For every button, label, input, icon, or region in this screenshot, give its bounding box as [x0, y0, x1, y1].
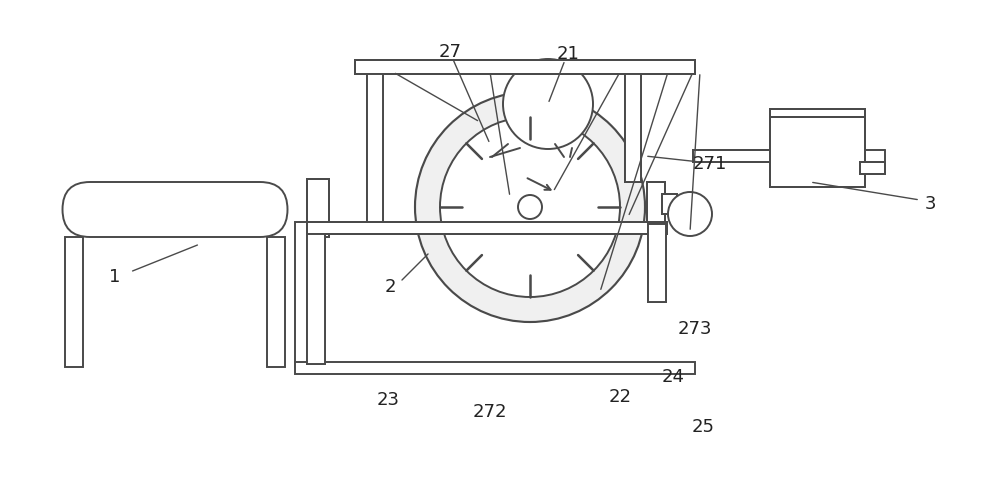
- Bar: [647, 182, 665, 230]
- Bar: [307, 179, 329, 237]
- Text: 3: 3: [924, 195, 936, 213]
- Bar: [307, 222, 667, 234]
- Bar: [648, 224, 666, 302]
- Circle shape: [503, 59, 593, 149]
- Bar: [355, 60, 695, 74]
- Text: 27: 27: [438, 43, 462, 61]
- Text: 22: 22: [608, 388, 632, 406]
- Bar: [307, 234, 325, 364]
- Bar: [367, 74, 383, 222]
- Bar: [770, 109, 865, 117]
- Text: 273: 273: [678, 320, 712, 338]
- Text: 2: 2: [384, 278, 396, 296]
- Bar: [267, 237, 285, 367]
- Text: 21: 21: [557, 45, 579, 63]
- Bar: [647, 182, 665, 230]
- Bar: [648, 224, 666, 302]
- Bar: [307, 234, 325, 364]
- Circle shape: [668, 192, 712, 236]
- Bar: [693, 150, 770, 162]
- Bar: [307, 179, 329, 237]
- Bar: [693, 150, 770, 162]
- Bar: [355, 60, 695, 74]
- Bar: [307, 222, 667, 234]
- Bar: [367, 74, 383, 222]
- Bar: [770, 112, 865, 187]
- Text: 271: 271: [693, 155, 727, 173]
- Bar: [295, 362, 695, 374]
- Bar: [860, 162, 885, 174]
- Bar: [770, 109, 865, 117]
- Bar: [860, 162, 885, 174]
- Bar: [662, 194, 677, 214]
- FancyBboxPatch shape: [62, 182, 288, 237]
- Bar: [662, 194, 677, 214]
- Circle shape: [518, 195, 542, 219]
- Bar: [295, 222, 315, 367]
- Bar: [625, 74, 641, 182]
- Text: 24: 24: [662, 368, 684, 386]
- Text: 1: 1: [109, 268, 121, 286]
- Bar: [770, 112, 865, 187]
- Text: 25: 25: [692, 418, 714, 436]
- Bar: [625, 74, 641, 182]
- Text: 272: 272: [473, 403, 507, 421]
- Ellipse shape: [415, 92, 645, 322]
- Ellipse shape: [440, 117, 620, 297]
- Text: 23: 23: [376, 391, 400, 409]
- Bar: [65, 237, 83, 367]
